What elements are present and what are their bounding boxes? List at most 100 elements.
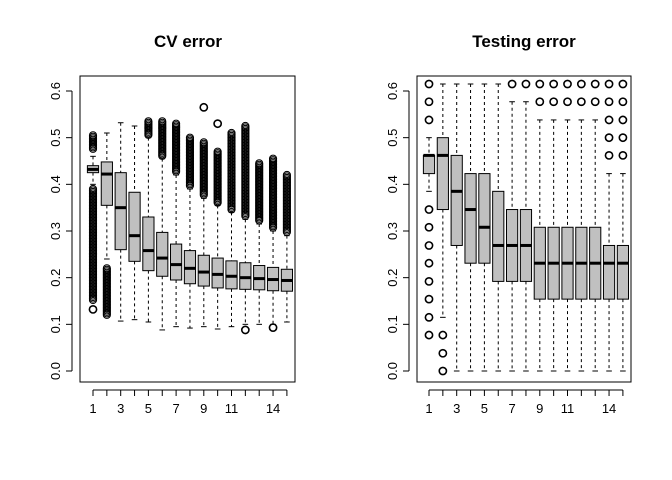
box-12 [575, 119, 588, 372]
y-tick-label: 0.3 [385, 222, 400, 240]
box-body [436, 137, 449, 211]
y-tick-label: 0.2 [48, 269, 63, 287]
outlier-point [618, 115, 628, 125]
box-5 [478, 83, 491, 372]
outlier-point [424, 205, 434, 214]
outlier-point [424, 330, 434, 340]
y-tick-label: 0.5 [48, 129, 63, 147]
outlier-point [563, 97, 572, 107]
box-6 [156, 158, 169, 331]
plot-frame [79, 75, 296, 383]
x-tick-label: 11 [225, 401, 239, 416]
box-10 [547, 119, 560, 372]
outlier-point [549, 79, 559, 89]
y-tick-label: 0.4 [48, 175, 63, 193]
outlier-point [604, 150, 614, 160]
box-8 [183, 188, 197, 329]
outlier-point [521, 79, 531, 89]
box-4 [464, 83, 477, 372]
outlier-point [424, 115, 434, 125]
box-14 [602, 173, 616, 372]
box-body [450, 154, 463, 246]
outlier-point [102, 310, 111, 319]
box-body [114, 172, 127, 251]
y-tick-label: 0.6 [48, 82, 63, 100]
y-tick-label: 0.0 [48, 362, 63, 380]
outlier-point [618, 79, 628, 89]
box-13 [253, 223, 266, 325]
testing-error-panel: Testing error 0.0 0.1 0.2 0.3 0.4 0.5 0.6 1 3 5 7 9… [385, 32, 632, 416]
outlier-point [424, 97, 434, 107]
x-tick-label: 11 [561, 401, 575, 416]
box-4 [128, 125, 141, 321]
box-body [100, 161, 113, 206]
chart-title: Testing error [472, 32, 576, 51]
x-tick-label: 9 [200, 401, 207, 416]
outlier-point [590, 97, 600, 107]
box-12 [239, 218, 252, 325]
outlier-point [604, 97, 614, 107]
box-14 [266, 230, 280, 325]
box-11 [225, 211, 238, 328]
box-body [128, 191, 141, 262]
box-15 [616, 173, 629, 372]
box-body [492, 190, 505, 282]
y-tick-label: 0.6 [385, 82, 400, 100]
outlier-point [590, 79, 600, 89]
x-tick-label: 14 [602, 401, 616, 416]
outlier-point [535, 79, 545, 89]
outlier-point [507, 79, 517, 89]
outlier-point [563, 79, 572, 89]
outlier-point [88, 144, 98, 153]
outlier-point [576, 79, 586, 89]
box-body [464, 173, 477, 264]
y-tick-label: 0.5 [385, 129, 400, 147]
x-tick-label: 1 [425, 401, 432, 416]
x-tick-label: 14 [266, 401, 280, 416]
outlier-point [88, 295, 98, 305]
outlier-point [88, 304, 98, 314]
box-body [478, 173, 491, 264]
y-tick-label: 0.3 [48, 222, 63, 240]
x-tick-label: 5 [145, 401, 152, 416]
plot-frame [416, 75, 632, 383]
outlier-point [604, 79, 614, 89]
box-body [616, 244, 629, 300]
box-2 [436, 83, 449, 318]
x-tick-label: 3 [453, 401, 460, 416]
box-body [422, 154, 436, 175]
box-9 [197, 197, 210, 328]
box-7 [506, 101, 519, 372]
box-3 [450, 83, 463, 372]
box-2 [100, 132, 113, 260]
box-15 [280, 235, 293, 323]
outlier-point [438, 348, 448, 358]
cv-error-panel: CV error 0.0 0.1 0.2 0.3 0.4 0.5 0.6 1 3 5 7 9 11 14 [48, 32, 296, 416]
x-tick-label: 7 [508, 401, 515, 416]
box-6 [492, 83, 505, 372]
outlier-point [618, 97, 628, 107]
outlier-point [604, 115, 614, 125]
box-9 [533, 119, 546, 372]
x-tick-label: 1 [89, 401, 96, 416]
box-body [156, 231, 169, 277]
y-tick-label: 0.1 [385, 315, 400, 333]
box-body [142, 216, 155, 272]
box-7 [170, 174, 183, 328]
outlier-point [618, 133, 628, 143]
box-5 [142, 137, 155, 323]
outlier-point [424, 258, 434, 268]
outlier-point [438, 366, 448, 376]
x-tick-label: 5 [481, 401, 488, 416]
outlier-point [199, 102, 209, 112]
box-8 [519, 101, 533, 372]
box-13 [589, 119, 602, 372]
outlier-point [535, 97, 545, 107]
outlier-point [424, 312, 434, 322]
box-body [170, 243, 183, 281]
y-tick-label: 0.1 [48, 315, 63, 333]
box-11 [561, 119, 574, 372]
outlier-point [424, 276, 434, 286]
y-tick-label: 0.4 [385, 175, 400, 193]
